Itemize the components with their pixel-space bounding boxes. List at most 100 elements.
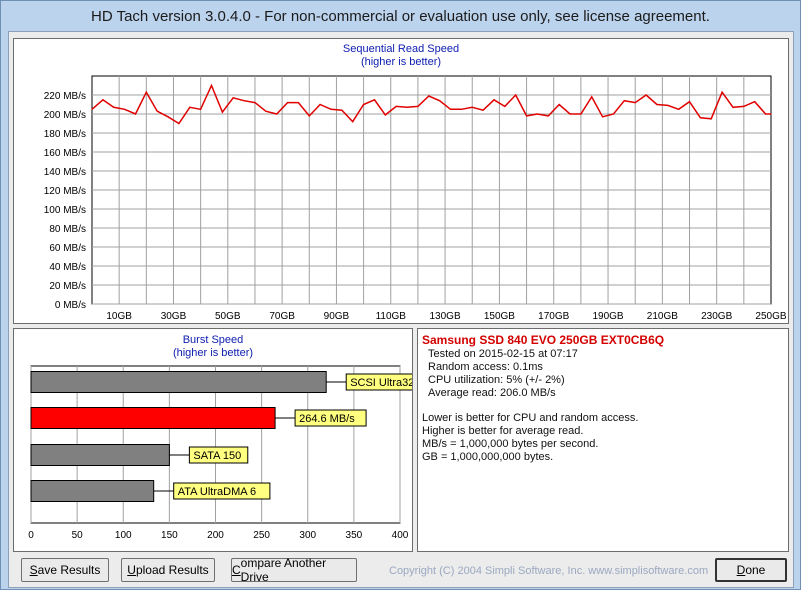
burst-bar	[30, 444, 170, 466]
seq-read-line	[91, 83, 771, 125]
burst-x-tick-label: 400	[392, 530, 409, 541]
burst-label-box	[173, 482, 271, 500]
seq-data-point	[558, 103, 560, 106]
seq-data-point	[536, 113, 539, 115]
compare-accel: C	[232, 563, 241, 577]
note-gb: GB = 1,000,000,000 bytes.	[422, 451, 554, 463]
seq-data-point	[243, 100, 245, 102]
burst-speed-subtitle: (higher is better)	[172, 347, 254, 359]
seq-data-point	[308, 115, 310, 117]
seq-data-point	[569, 113, 571, 115]
burst-bar	[30, 480, 155, 502]
burst-bar	[30, 407, 276, 429]
seq-data-point	[515, 94, 517, 96]
seq-data-point	[384, 114, 386, 116]
done-label: one	[745, 563, 766, 577]
seq-x-tick-label: 230GB	[701, 311, 732, 322]
seq-data-point	[504, 105, 506, 107]
seq-data-point	[319, 103, 321, 106]
cpu-utilization: CPU utilization: 5% (+/- 2%)	[428, 374, 565, 386]
seq-data-point	[482, 109, 484, 111]
seq-data-point	[395, 105, 397, 107]
seq-data-point	[352, 121, 354, 123]
seq-data-point	[232, 97, 234, 99]
burst-x-tick-label: 250	[253, 530, 270, 541]
seq-data-point	[770, 113, 772, 115]
seq-data-point	[221, 111, 223, 113]
seq-data-point	[699, 117, 701, 119]
seq-data-point	[439, 100, 441, 102]
burst-x-tick-label: 150	[161, 530, 178, 541]
burst-speed-title: Burst Speed	[182, 334, 244, 346]
seq-data-point	[721, 91, 723, 93]
seq-data-point	[254, 102, 256, 104]
seq-data-point	[623, 100, 625, 102]
seq-x-tick-label: 110GB	[376, 311, 407, 322]
seq-data-point	[134, 113, 137, 115]
seq-data-point	[156, 110, 158, 112]
seq-data-point	[645, 94, 647, 96]
seq-y-tick-label: 120 MB/s	[44, 186, 86, 197]
seq-data-point	[330, 108, 332, 110]
drive-name: Samsung SSD 840 EVO 250GB EXT0CB6Q	[422, 333, 665, 347]
seq-data-point	[276, 113, 278, 115]
drive-info-panel: Samsung SSD 840 EVO 250GB EXT0CB6Q Teste…	[417, 328, 789, 552]
seq-y-tick-label: 60 MB/s	[49, 243, 86, 254]
seq-data-point	[634, 102, 636, 104]
seq-y-tick-label: 180 MB/s	[44, 129, 86, 140]
seq-data-point	[428, 95, 430, 97]
note-average-read: Higher is better for average read.	[422, 425, 584, 437]
seq-x-tick-label: 70GB	[269, 311, 295, 322]
seq-y-tick-label: 0 MB/s	[55, 300, 86, 311]
save-results-accel: S	[29, 563, 38, 577]
seq-x-tick-label: 250GB	[755, 311, 786, 322]
seq-data-point	[167, 116, 169, 118]
seq-data-point	[102, 99, 104, 101]
sequential-read-chart: 0 MB/s 20 MB/s 40 MB/s 60 MB/s 80 MB/s 100 MB…	[44, 75, 787, 322]
seq-data-point	[178, 122, 180, 125]
seq-data-point	[678, 108, 680, 110]
average-read: Average read: 206.0 MB/s	[428, 387, 556, 399]
seq-data-point	[341, 109, 343, 111]
seq-x-tick-label: 210GB	[647, 311, 678, 322]
burst-x-tick-label: 100	[115, 530, 132, 541]
seq-y-tick-label: 140 MB/s	[44, 167, 86, 178]
upload-results-label: pload Results	[135, 563, 209, 577]
copyright-text: Copyright (C) 2004 Simpli Software, Inc.…	[389, 565, 709, 577]
seq-data-point	[471, 106, 473, 108]
seq-data-point	[406, 106, 408, 108]
seq-data-point	[612, 113, 615, 115]
burst-speed-chart: 0 50 100 150 200 250 300 350 400 SCSI Ultra320 264…	[28, 365, 412, 541]
seq-data-point	[123, 108, 126, 110]
seq-data-point	[743, 105, 745, 107]
seq-data-point	[297, 102, 300, 104]
seq-x-tick-label: 50GB	[215, 311, 241, 322]
burst-x-tick-label: 350	[346, 530, 363, 541]
burst-x-tick-label: 200	[207, 530, 224, 541]
seq-y-tick-label: 20 MB/s	[49, 281, 86, 292]
seq-y-tick-label: 160 MB/s	[44, 148, 86, 159]
seq-data-point	[145, 91, 147, 93]
compare-label: ompare Another Drive	[240, 556, 327, 584]
tested-date: Tested on 2015-02-15 at 07:17	[428, 348, 578, 360]
client-area: Sequential Read Speed (higher is better)…	[8, 31, 794, 588]
seq-data-point	[91, 108, 93, 110]
seq-y-tick-label: 220 MB/s	[44, 91, 86, 102]
burst-x-tick-label: 0	[28, 530, 34, 541]
seq-data-point	[113, 106, 115, 108]
sequential-read-title: Sequential Read Speed	[342, 43, 460, 55]
burst-bar	[30, 371, 327, 393]
seq-data-point	[764, 113, 767, 115]
note-cpu: Lower is better for CPU and random acces…	[422, 412, 639, 424]
random-access: Random access: 0.1ms	[428, 361, 543, 373]
burst-bar-label: SCSI Ultra320	[350, 377, 412, 389]
seq-data-point	[688, 101, 691, 103]
seq-data-point	[189, 106, 191, 108]
seq-y-tick-label: 100 MB/s	[44, 205, 86, 216]
sequential-read-subtitle: (higher is better)	[360, 56, 442, 68]
